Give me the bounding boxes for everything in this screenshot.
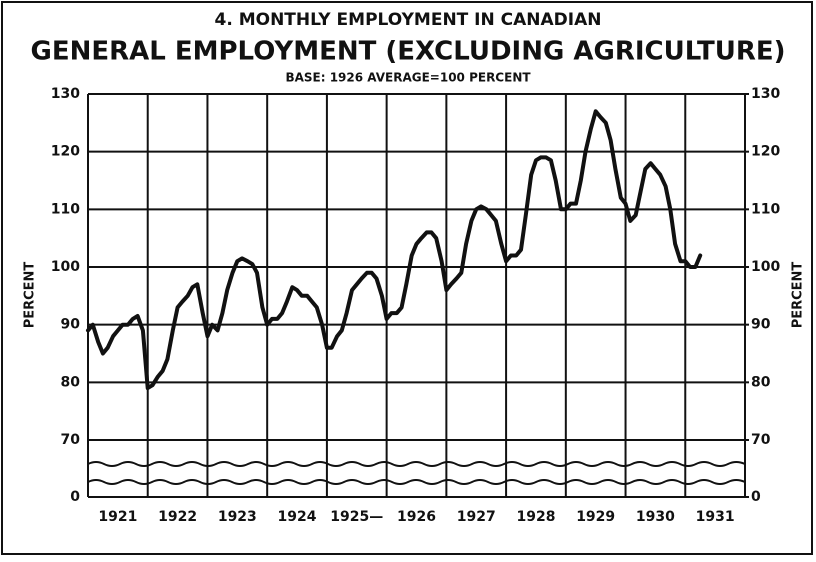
x-tick-label: 1922 <box>158 509 197 525</box>
chart-title: 4. MONTHLY EMPLOYMENT IN CANADIAN <box>215 10 602 30</box>
x-tick-label: 1925— <box>330 509 383 525</box>
x-tick-label: 1931 <box>696 509 735 525</box>
y-tick-label: 130 <box>51 86 80 102</box>
x-tick-label: 1923 <box>218 509 257 525</box>
y-tick-label: 70 <box>61 432 81 448</box>
y2-tick-label: 100 <box>751 259 780 275</box>
y-tick-label: 80 <box>61 374 81 390</box>
x-tick-label: 1927 <box>457 509 496 525</box>
data-line <box>86 109 703 391</box>
chart-note: BASE: 1926 AVERAGE=100 PERCENT <box>285 71 531 85</box>
y-tick-label: 90 <box>61 317 81 333</box>
chart-subtitle: GENERAL EMPLOYMENT (EXCLUDING AGRICULTUR… <box>30 37 785 67</box>
y-tick-label: 120 <box>51 144 80 160</box>
x-tick-label: 1926 <box>397 509 436 525</box>
y2-tick-label: 0 <box>751 489 761 505</box>
y2-tick-label: 90 <box>751 317 771 333</box>
y-tick-label: 110 <box>51 201 80 217</box>
y2-tick-label: 120 <box>751 144 780 160</box>
y2-tick-label: 70 <box>751 432 771 448</box>
x-tick-label: 1929 <box>576 509 615 525</box>
y-axis-label: PERCENT <box>23 262 38 329</box>
x-tick-label: 1928 <box>516 509 555 525</box>
x-tick-label: 1930 <box>636 509 675 525</box>
y2-axis-label: PERCENT <box>791 262 806 329</box>
axis-break <box>87 461 746 467</box>
y2-tick-label: 110 <box>751 201 780 217</box>
x-tick-label: 1924 <box>278 509 317 525</box>
y2-tick-label: 130 <box>751 86 780 102</box>
x-tick-label: 1921 <box>98 509 137 525</box>
y2-tick-label: 80 <box>751 374 771 390</box>
y-tick-label: 100 <box>51 259 80 275</box>
y-tick-label: 0 <box>70 489 80 505</box>
axis-break <box>87 479 746 485</box>
